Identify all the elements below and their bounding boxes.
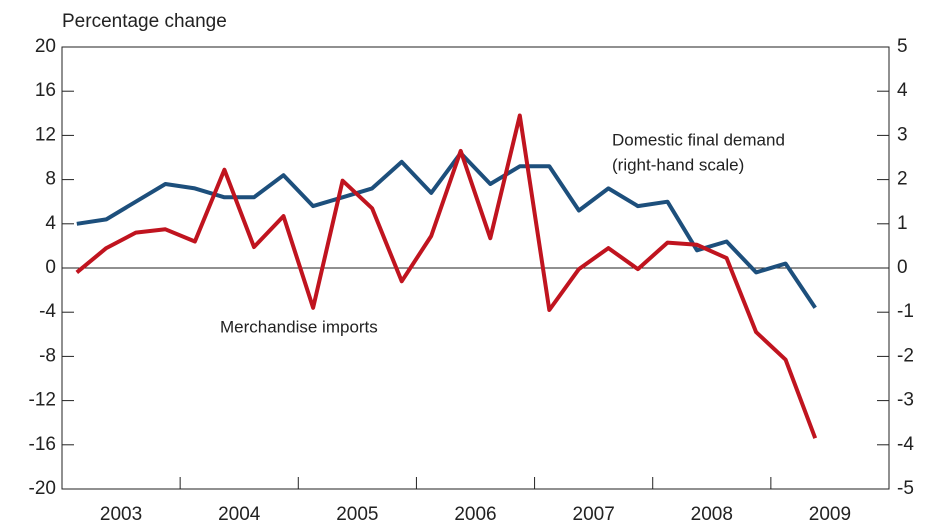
y2-tick-label: 0 [897, 257, 908, 278]
y2-tick-label: 3 [897, 124, 908, 145]
x-tick-label: 2006 [454, 504, 496, 525]
y-tick-label: 20 [35, 36, 56, 57]
x-tick-label: 2007 [573, 504, 615, 525]
y-tick-label: -20 [29, 478, 56, 499]
y2-tick-label: 5 [897, 36, 908, 57]
series-line [75, 113, 818, 439]
y-tick-label: -12 [29, 390, 56, 411]
y2-tick-label: -3 [897, 390, 914, 411]
y2-tick-label: -4 [897, 434, 914, 455]
series-label: Merchandise imports [220, 317, 378, 336]
x-tick-label: 2003 [100, 504, 142, 525]
y-tick-label: 4 [45, 213, 56, 234]
y2-tick-label: -2 [897, 345, 914, 366]
y2-tick-label: 1 [897, 213, 908, 234]
x-tick-label: 2004 [218, 504, 261, 525]
x-tick-label: 2009 [809, 504, 851, 525]
y2-tick-label: 2 [897, 169, 908, 190]
y-tick-label: -8 [39, 345, 56, 366]
y-tick-label: 0 [45, 257, 56, 278]
y2-tick-label: 4 [897, 80, 908, 101]
y2-tick-label: -5 [897, 478, 914, 499]
x-tick-label: 2008 [691, 504, 733, 525]
y-tick-label: -4 [39, 301, 56, 322]
y-tick-label: 12 [35, 124, 56, 145]
y-tick-label: -16 [29, 434, 56, 455]
y-axis-label: Percentage change [62, 11, 227, 32]
y-tick-label: 16 [35, 80, 56, 101]
y-tick-label: 8 [45, 169, 56, 190]
y2-tick-label: -1 [897, 301, 914, 322]
x-tick-label: 2005 [336, 504, 378, 525]
series-line [76, 151, 817, 309]
annotation: (right-hand scale) [612, 155, 744, 174]
series-label: Domestic final demand [612, 130, 785, 149]
